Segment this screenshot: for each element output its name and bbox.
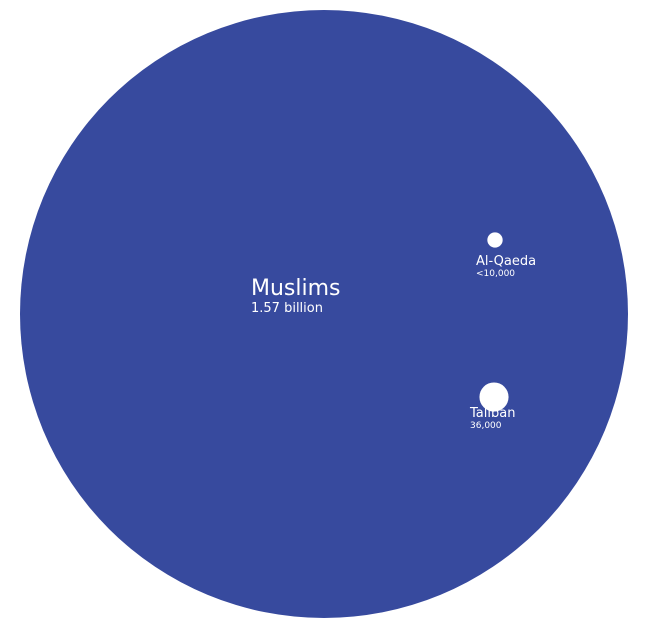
item-value: 36,000 [470, 421, 502, 431]
label-muslims: Muslims 1.57 billion [251, 276, 341, 316]
bubble-taliban [479, 382, 509, 412]
item-name: Al-Qaeda [476, 254, 537, 269]
bubble-al-qaeda [487, 232, 503, 248]
item-name: Taliban [470, 406, 516, 421]
label-al-qaeda: Al-Qaeda <10,000 [476, 254, 536, 279]
bubble-muslims [20, 10, 628, 618]
item-value: <10,000 [476, 269, 516, 279]
item-value: 1.57 billion [251, 301, 323, 316]
label-taliban: Taliban 36,000 [470, 406, 515, 431]
item-name: Muslims [251, 276, 341, 301]
